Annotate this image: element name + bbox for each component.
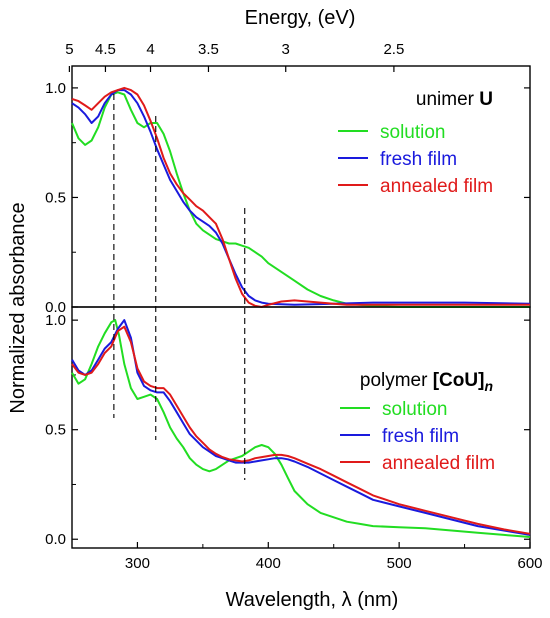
polymer-series-fresh-film	[71, 319, 531, 536]
x-tick-label-1: 400	[256, 555, 281, 572]
x-tick-label-0: 300	[125, 555, 150, 572]
unimer-legend-title: unimer U	[416, 89, 493, 110]
top-tick-label-0: 5	[65, 41, 73, 58]
polymer-panel-frame	[71, 306, 531, 549]
bottom-axis-ticks: 300 400 500 600	[71, 542, 543, 572]
unimer-legend-label-2: annealed film	[380, 176, 493, 197]
top-axis-ticks: 5 4.5 4 3.5 3 2.5	[65, 41, 404, 72]
polymer-ytick-label-2: 1.0	[45, 312, 66, 329]
x-tick-label-2: 500	[387, 555, 412, 572]
polymer-legend-title: polymer [CoU]n	[360, 370, 493, 394]
unimer-panel: 0.0 0.5 1.0 unimer U solution fresh film anne…	[45, 65, 531, 316]
unimer-series-annealed-film	[71, 86, 530, 308]
unimer-legend-label-1: fresh film	[380, 149, 457, 170]
x-tick-label-3: 600	[517, 555, 542, 572]
top-axis-title: Energy, (eV)	[245, 7, 356, 29]
unimer-ytick-label-0: 0.0	[45, 299, 66, 316]
x-axis-title: Wavelength, λ (nm)	[226, 589, 399, 611]
y-axis-title: Normalized absorbance	[7, 202, 29, 413]
polymer-legend-label-1: fresh film	[382, 426, 459, 447]
polymer-ytick-label-0: 0.0	[45, 531, 66, 548]
top-tick-label-1: 4.5	[95, 41, 116, 58]
polymer-panel: 0.0 0.5 1.0 polymer [CoU]n solution fresh fi…	[45, 306, 531, 549]
polymer-ytick-label-1: 0.5	[45, 422, 66, 439]
marker-lines	[113, 94, 246, 480]
polymer-legend-label-0: solution	[382, 399, 448, 420]
polymer-series-annealed-film	[71, 325, 531, 535]
top-tick-label-5: 2.5	[383, 41, 404, 58]
unimer-series-solution	[71, 91, 530, 308]
unimer-ytick-label-1: 0.5	[45, 189, 66, 206]
unimer-ytick-label-2: 1.0	[45, 80, 66, 97]
top-tick-label-4: 3	[282, 41, 290, 58]
unimer-series-fresh-film	[71, 89, 531, 306]
top-tick-label-2: 4	[146, 41, 154, 58]
unimer-legend-label-0: solution	[380, 122, 446, 143]
polymer-series-solution	[71, 319, 531, 538]
top-tick-label-3: 3.5	[198, 41, 219, 58]
polymer-legend-label-2: annealed film	[382, 453, 495, 474]
